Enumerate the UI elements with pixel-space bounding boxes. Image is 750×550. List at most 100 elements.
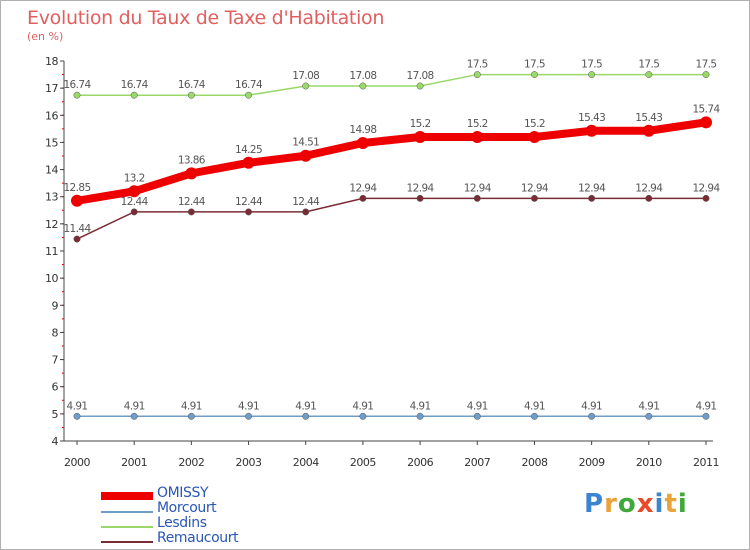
x-tick-label: 2001 xyxy=(121,456,147,469)
data-point-morcourt xyxy=(302,412,310,420)
data-label-remaucourt: 12.94 xyxy=(349,182,377,194)
data-label-morcourt: 4.91 xyxy=(238,400,259,412)
series-line-remaucourt xyxy=(76,197,707,240)
data-point-morcourt xyxy=(187,412,195,420)
x-tick-label: 2006 xyxy=(407,456,433,469)
data-label-morcourt: 4.91 xyxy=(524,400,545,412)
data-point-morcourt xyxy=(588,412,596,420)
data-point-remaucourt xyxy=(588,194,596,202)
legend-label-lesdins: Lesdins xyxy=(157,515,207,531)
data-point-lesdins xyxy=(73,91,81,99)
legend-label-omissy: OMISSY xyxy=(157,485,209,501)
data-point-lesdins xyxy=(245,91,252,99)
legend-swatch-morcourt xyxy=(101,511,153,513)
data-label-lesdins: 16.74 xyxy=(121,79,149,91)
x-tick-label: 2007 xyxy=(464,456,490,469)
data-point-morcourt xyxy=(416,412,424,420)
data-point-omissy xyxy=(299,149,312,162)
data-point-lesdins xyxy=(702,71,710,79)
data-label-lesdins: 16.74 xyxy=(178,79,206,91)
data-label-lesdins: 17.08 xyxy=(349,70,376,82)
data-label-lesdins: 16.74 xyxy=(235,79,263,91)
y-tick-label: 14 xyxy=(45,164,58,177)
x-tick-label: 2004 xyxy=(293,456,319,469)
data-label-morcourt: 4.91 xyxy=(581,400,602,412)
y-tick-label: 17 xyxy=(45,82,58,95)
y-tick-label: 8 xyxy=(52,326,59,339)
x-tick-label: 2002 xyxy=(178,456,204,469)
proxiti-logo: Proxiti xyxy=(584,489,688,519)
data-point-remaucourt xyxy=(645,194,653,202)
data-label-morcourt: 4.91 xyxy=(696,400,717,412)
data-label-lesdins: 17.5 xyxy=(581,59,602,71)
data-label-remaucourt: 12.94 xyxy=(692,182,720,194)
data-label-lesdins: 16.74 xyxy=(63,79,91,91)
data-point-remaucourt xyxy=(531,194,538,202)
data-point-omissy xyxy=(242,156,255,169)
data-label-remaucourt: 12.44 xyxy=(292,196,320,208)
y-tick-label: 5 xyxy=(52,408,59,421)
data-label-morcourt: 4.91 xyxy=(467,400,488,412)
data-label-omissy: 15.2 xyxy=(524,118,545,130)
data-label-morcourt: 4.91 xyxy=(124,400,145,412)
data-point-omissy xyxy=(356,136,369,149)
data-label-remaucourt: 12.94 xyxy=(635,182,663,194)
data-label-remaucourt: 12.94 xyxy=(464,182,492,194)
legend-label-remaucourt: Remaucourt xyxy=(157,530,239,546)
x-tick-label: 2003 xyxy=(236,456,262,469)
data-point-morcourt xyxy=(473,412,481,420)
data-point-morcourt xyxy=(531,412,538,420)
x-tick-label: 2010 xyxy=(636,456,662,469)
data-label-morcourt: 4.91 xyxy=(352,400,373,412)
y-tick-label: 13 xyxy=(45,191,58,204)
x-tick-label: 2005 xyxy=(350,456,376,469)
logo-letter: x xyxy=(636,489,655,519)
data-point-lesdins xyxy=(588,71,596,79)
data-label-omissy: 12.85 xyxy=(63,182,90,194)
y-tick-label: 12 xyxy=(45,218,58,231)
data-point-remaucourt xyxy=(245,208,252,216)
data-point-omissy xyxy=(585,124,598,137)
data-point-remaucourt xyxy=(302,208,310,216)
data-label-omissy: 14.51 xyxy=(292,137,319,149)
data-point-omissy xyxy=(700,116,712,129)
data-point-remaucourt xyxy=(359,194,367,202)
data-label-lesdins: 17.08 xyxy=(292,70,319,82)
data-label-omissy: 14.98 xyxy=(349,124,376,136)
y-tick-label: 7 xyxy=(52,354,59,367)
data-label-remaucourt: 12.44 xyxy=(235,196,263,208)
data-label-remaucourt: 12.44 xyxy=(178,196,206,208)
legend-swatch-omissy xyxy=(101,492,153,500)
data-label-remaucourt: 12.94 xyxy=(407,182,435,194)
data-point-remaucourt xyxy=(187,208,195,216)
data-label-omissy: 15.2 xyxy=(467,118,488,130)
data-point-remaucourt xyxy=(130,208,138,216)
axes: 4 5 6 7 8 9 10 11 12 13 14 15 16 17 18 2000 2001 2002 2003… xyxy=(45,55,720,469)
logo-letter: i xyxy=(654,489,665,519)
y-tick-label: 6 xyxy=(52,381,59,394)
logo-letter: i xyxy=(677,489,688,519)
data-point-omissy xyxy=(71,194,83,207)
data-label-lesdins: 17.5 xyxy=(524,59,545,71)
data-label-omissy: 13.2 xyxy=(124,172,145,184)
logo-letter: r xyxy=(604,489,618,519)
data-point-morcourt xyxy=(645,412,653,420)
data-point-remaucourt xyxy=(702,194,710,202)
legend-label-morcourt: Morcourt xyxy=(157,500,217,516)
data-point-remaucourt xyxy=(473,194,481,202)
data-label-remaucourt: 11.44 xyxy=(63,223,91,235)
legend-swatch-remaucourt xyxy=(101,541,153,543)
data-label-omissy: 15.43 xyxy=(578,112,605,124)
data-point-lesdins xyxy=(473,71,481,79)
data-point-lesdins xyxy=(187,91,195,99)
data-label-remaucourt: 12.94 xyxy=(521,182,549,194)
data-point-omissy xyxy=(528,131,541,143)
logo-letter: o xyxy=(617,489,637,519)
y-tick-label: 16 xyxy=(45,109,58,122)
legend-swatch-lesdins xyxy=(101,526,153,528)
chart-subtitle: (en %) xyxy=(27,30,64,43)
logo-letter: P xyxy=(584,489,605,519)
data-point-lesdins xyxy=(531,71,538,79)
data-label-omissy: 14.25 xyxy=(235,144,262,156)
